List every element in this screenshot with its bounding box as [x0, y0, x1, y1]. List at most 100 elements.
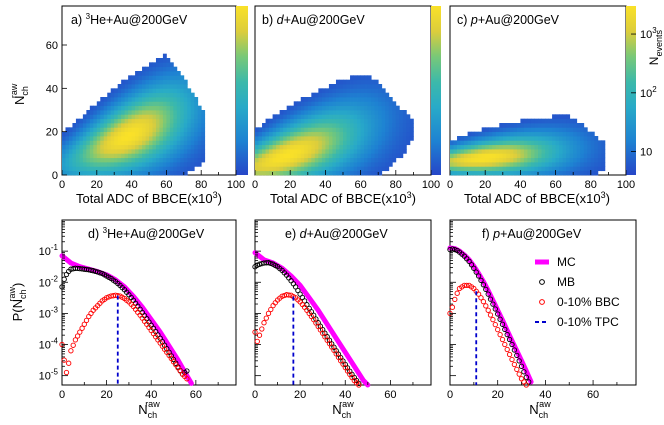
heatmap-cell: [173, 153, 178, 159]
heatmap-cell: [93, 131, 98, 137]
heatmap-cell: [180, 170, 185, 176]
heatmap-cell: [325, 149, 330, 154]
heatmap-cell: [597, 162, 602, 167]
heatmap-cell: [131, 92, 136, 98]
heatmap-cell: [457, 144, 461, 150]
heatmap-cell: [573, 157, 578, 163]
heatmap-cell: [155, 131, 160, 137]
heatmap-cell: [290, 136, 295, 141]
x-axis-label-f: Nchraw: [529, 399, 551, 420]
heatmap-cell: [325, 166, 330, 172]
heatmap-cell: [523, 153, 528, 159]
heatmap-cell: [374, 166, 379, 172]
heatmap-cell: [548, 166, 553, 172]
heatmap-cell: [159, 123, 164, 128]
x-tick-label: 60: [587, 389, 599, 401]
heatmap-cell: [485, 136, 490, 141]
heatmap-cell: [93, 110, 98, 115]
heatmap-cell: [304, 136, 309, 141]
heatmap-cell: [183, 153, 188, 159]
heatmap-cell: [176, 71, 181, 76]
heatmap-cell: [360, 110, 365, 115]
heatmap-cell: [538, 131, 542, 137]
heatmap-cell: [555, 153, 560, 159]
heatmap-cell: [269, 149, 273, 154]
heatmap-cell: [516, 166, 521, 172]
heatmap-cell: [328, 170, 333, 176]
heatmap-cell: [166, 114, 171, 120]
heatmap-cell: [107, 97, 112, 102]
heatmap-cell: [520, 131, 525, 137]
heatmap-cell: [124, 157, 129, 163]
heatmap-cell: [65, 127, 70, 133]
heatmap-cell: [346, 118, 351, 124]
heatmap-cell: [304, 131, 309, 137]
heatmap-cell: [145, 127, 150, 133]
heatmap-cell: [580, 166, 585, 172]
heatmap-cell: [485, 162, 490, 167]
heatmap-cell: [566, 131, 571, 137]
heatmap-cell: [353, 101, 358, 107]
heatmap-cell: [283, 170, 288, 176]
heatmap-cell: [360, 92, 365, 98]
bbc-point: [490, 316, 496, 323]
heatmap-cell: [286, 153, 291, 159]
heatmap-cell: [350, 170, 354, 176]
heatmap-cell: [495, 127, 500, 133]
heatmap-cell: [110, 97, 115, 102]
heatmap-cell: [152, 66, 157, 72]
heatmap-cell: [353, 144, 358, 150]
heatmap-cell: [555, 118, 560, 124]
heatmap-cell: [265, 166, 270, 172]
heatmap-cell: [197, 149, 202, 154]
heatmap-cell: [385, 114, 390, 120]
heatmap-cell: [131, 84, 136, 89]
heatmap-cell: [569, 140, 574, 146]
heatmap-cell: [555, 144, 560, 150]
heatmap-cell: [314, 166, 319, 172]
heatmap-cell: [478, 136, 483, 141]
heatmap-cell: [173, 101, 178, 107]
heatmap-cell: [86, 131, 91, 137]
heatmap-panel-a: a) 3He+Au@200GeV Total ADC of BBCE(x103)…: [9, 5, 248, 206]
heatmap-cell: [117, 166, 122, 172]
heatmap-cell: [194, 127, 199, 133]
heatmap-cell: [318, 170, 323, 176]
heatmap-cell: [155, 101, 160, 107]
heatmap-cell: [399, 127, 404, 133]
heatmap-cell: [520, 136, 525, 141]
heatmap-cell: [190, 153, 195, 159]
legend-label: MB: [557, 275, 575, 289]
heatmap-cell: [128, 162, 132, 167]
heatmap-cell: [573, 131, 578, 137]
bbc-point: [268, 306, 274, 313]
bbc-point: [516, 371, 522, 377]
heatmap-cell: [314, 170, 319, 176]
heatmap-cell: [62, 170, 66, 176]
heatmap-cell: [100, 170, 105, 176]
heatmap-cell: [75, 170, 80, 176]
heatmap-cell: [110, 166, 115, 172]
heatmap-cell: [183, 97, 188, 102]
heatmap-cell: [467, 166, 472, 172]
heatmap-cell: [523, 162, 528, 167]
heatmap-cell: [460, 162, 465, 167]
heatmap-cell: [328, 105, 333, 111]
heatmap-cell: [378, 149, 383, 154]
heatmap-cell: [314, 118, 319, 124]
heatmap-cell: [307, 110, 312, 115]
heatmap-cell: [534, 127, 539, 133]
heatmap-cell: [481, 144, 486, 150]
heatmap-cell: [62, 149, 66, 154]
heatmap-cell: [343, 162, 347, 167]
heatmap-cell: [580, 127, 585, 133]
heatmap-cell: [149, 118, 153, 124]
heatmap-cell: [562, 157, 567, 163]
heatmap-cell: [293, 105, 298, 111]
heatmap-cell: [124, 149, 129, 154]
heatmap-cell: [110, 110, 115, 115]
heatmap-cell: [534, 157, 539, 163]
heatmap-cell: [335, 84, 340, 89]
heatmap-cell: [62, 131, 66, 137]
heatmap-cell: [183, 101, 188, 107]
